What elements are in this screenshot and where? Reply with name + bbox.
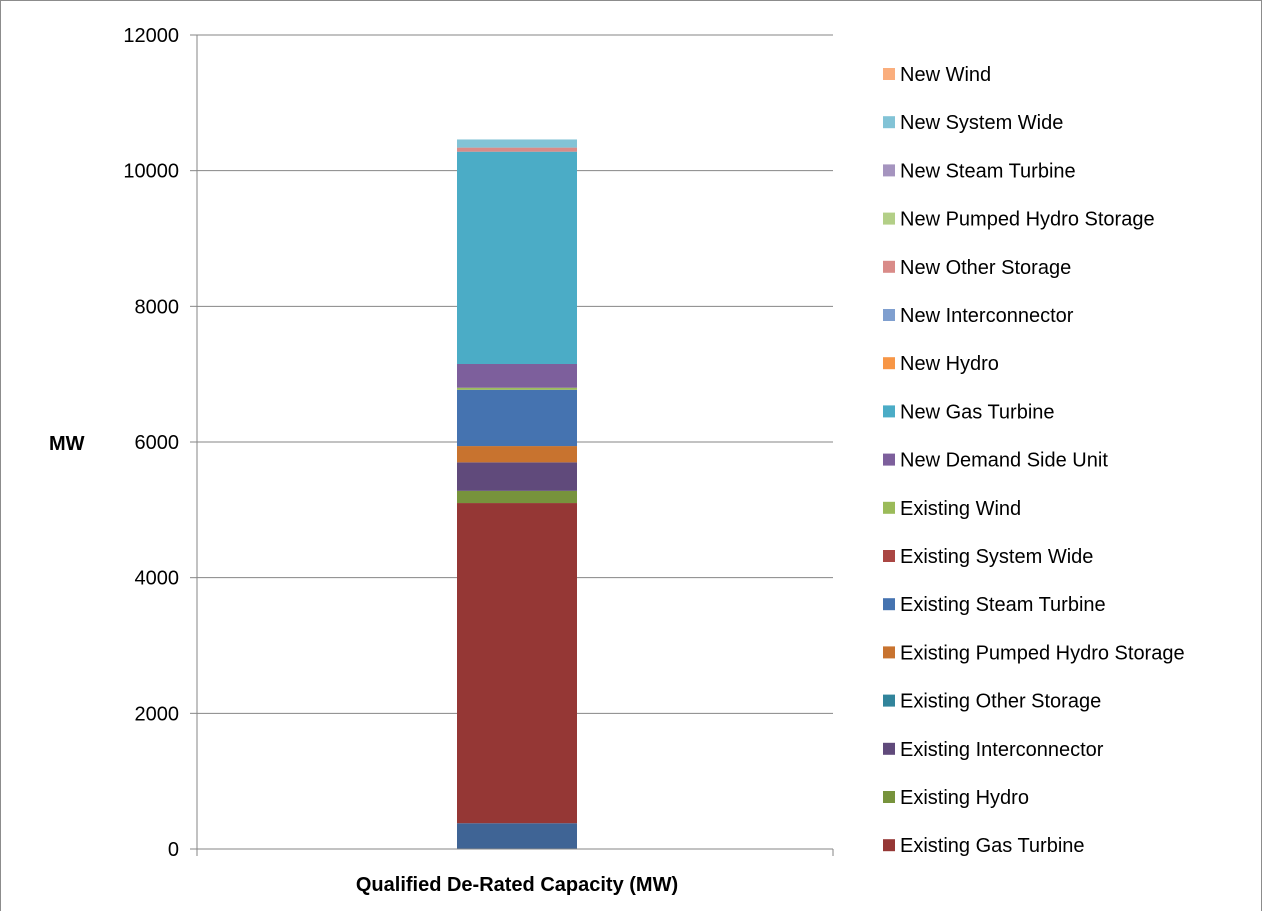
legend-swatch <box>883 598 895 611</box>
legend: New Wind New System Wide New Steam Turbine… <box>883 64 1185 857</box>
legend-swatch <box>883 453 895 466</box>
legend-swatch <box>883 68 895 80</box>
legend-item: New Gas Turbine <box>883 401 1055 423</box>
y-axis-title: MW <box>49 433 85 455</box>
legend-swatch <box>883 116 895 129</box>
bar-segment-existing-interconnector <box>457 462 577 491</box>
legend-swatch <box>883 742 895 755</box>
legend-swatch <box>883 164 895 177</box>
legend-label: New Other Storage <box>900 257 1071 279</box>
y-tick-label: 10000 <box>123 161 179 183</box>
legend-swatch <box>883 646 895 659</box>
legend-item: Existing Steam Turbine <box>883 594 1106 616</box>
y-tick-label: 2000 <box>135 703 180 725</box>
legend-label: Existing Wind <box>900 498 1021 520</box>
legend-label: Existing Pumped Hydro Storage <box>900 642 1185 664</box>
legend-item: Existing Hydro <box>883 787 1029 809</box>
bar-segment-existing-hydro <box>457 490 577 504</box>
legend-item: Existing System Wide <box>883 546 1093 568</box>
y-tick-label: 0 <box>168 839 179 861</box>
bar-segment-existing-wind <box>457 387 577 390</box>
legend-item: New Demand Side Unit <box>883 450 1108 472</box>
y-tick-label: 4000 <box>135 568 180 590</box>
legend-label: Existing Hydro <box>900 787 1029 809</box>
legend-swatch <box>883 791 895 803</box>
legend-swatch <box>883 212 895 225</box>
legend-item: New System Wide <box>883 112 1063 134</box>
bar-segment-existing-gas-turbine <box>457 503 577 824</box>
legend-label: Existing Other Storage <box>900 691 1101 713</box>
legend-swatch <box>883 260 895 273</box>
bar-segment-existing-steam-turbine <box>457 389 577 447</box>
legend-item: New Interconnector <box>883 305 1074 327</box>
legend-item: Existing Pumped Hydro Storage <box>883 642 1185 664</box>
legend-label: New Hydro <box>900 353 999 375</box>
legend-item: New Hydro <box>883 353 999 375</box>
legend-item: Existing Other Storage <box>883 691 1101 713</box>
legend-label: New Pumped Hydro Storage <box>900 209 1155 231</box>
y-tick-label: 8000 <box>135 296 180 318</box>
legend-swatch <box>883 694 895 707</box>
legend-item: Existing Interconnector <box>883 739 1104 761</box>
legend-item: New Pumped Hydro Storage <box>883 209 1155 231</box>
legend-label: New Wind <box>900 64 991 86</box>
legend-swatch <box>883 839 895 852</box>
legend-label: New Steam Turbine <box>900 160 1076 182</box>
y-tick-labels: 0 2000 4000 6000 8000 10000 12000 <box>123 25 834 861</box>
bar-segment-base <box>457 823 577 849</box>
legend-item: New Steam Turbine <box>883 160 1076 182</box>
legend-item: Existing Gas Turbine <box>883 835 1085 857</box>
bar-segment-new-demand-side-unit <box>457 363 577 388</box>
y-tick-label: 6000 <box>135 432 180 454</box>
x-axis-title: Qualified De-Rated Capacity (MW) <box>356 874 678 896</box>
legend-label: Existing Gas Turbine <box>900 835 1085 857</box>
legend-item: New Other Storage <box>883 257 1071 279</box>
y-tick-label: 12000 <box>123 25 179 47</box>
bar-segment-new-gas-turbine <box>457 151 577 364</box>
legend-item: New Wind <box>883 64 991 86</box>
legend-label: Existing Interconnector <box>900 739 1104 761</box>
legend-label: New System Wide <box>900 112 1063 134</box>
legend-label: Existing System Wide <box>900 546 1093 568</box>
legend-swatch <box>883 357 895 370</box>
bar-segment-new-other-storage <box>457 147 577 152</box>
legend-swatch <box>883 501 895 514</box>
legend-label: Existing Steam Turbine <box>900 594 1106 616</box>
legend-swatch <box>883 550 895 562</box>
legend-swatch <box>883 405 895 418</box>
legend-swatch <box>883 309 895 321</box>
legend-label: New Interconnector <box>900 305 1074 327</box>
bar-segment-new-system-wide <box>457 139 577 148</box>
bar-stack <box>457 139 577 849</box>
legend-item: Existing Wind <box>883 498 1021 520</box>
bar-segment-existing-pumped-hydro-storage <box>457 446 577 463</box>
legend-label: New Demand Side Unit <box>900 450 1108 472</box>
legend-label: New Gas Turbine <box>900 401 1055 423</box>
